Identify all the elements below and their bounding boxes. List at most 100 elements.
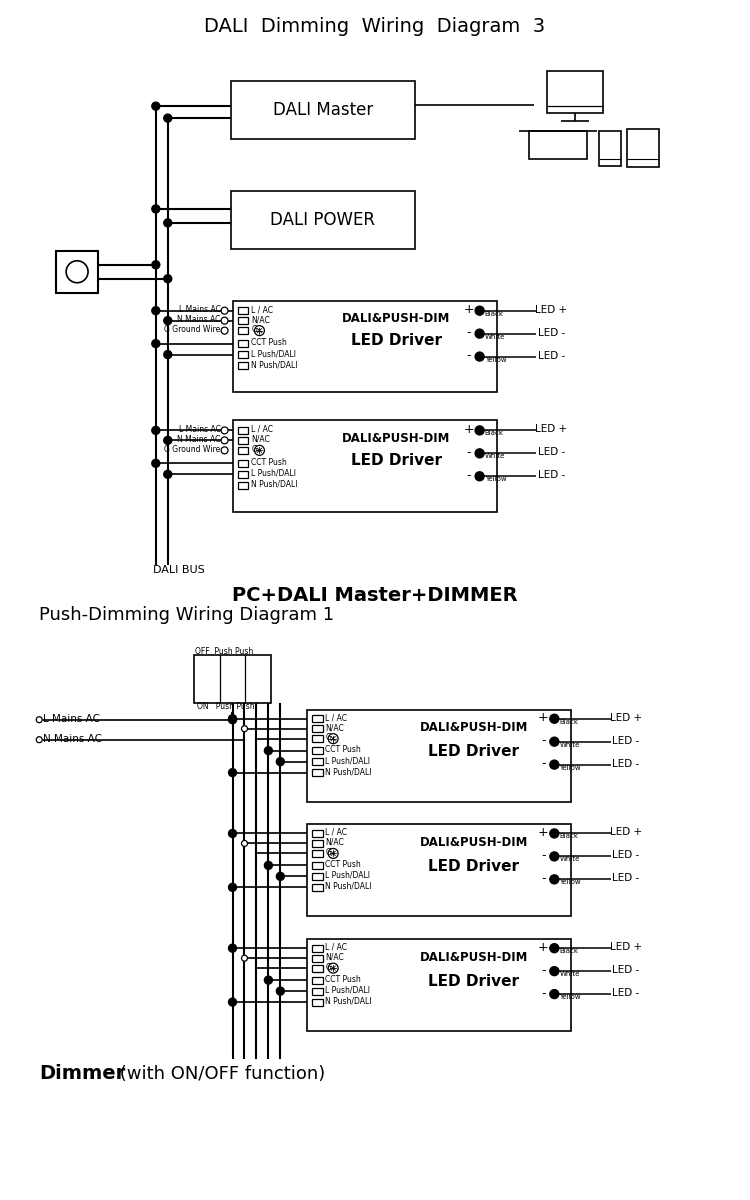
Bar [238,340,248,347]
Text: White: White [484,334,505,340]
Text: +: + [538,941,549,954]
Circle shape [276,757,284,766]
Bar [312,977,323,984]
Circle shape [265,746,272,755]
Bar [530,131,587,160]
Text: CCT Push: CCT Push [251,338,287,347]
Circle shape [276,872,284,881]
Text: L / AC: L / AC [251,305,274,314]
Bar [312,758,323,766]
Bar [232,301,496,392]
Text: -: - [466,446,471,458]
Circle shape [66,260,88,283]
Text: LED Driver: LED Driver [428,973,519,989]
Text: DALI&PUSH-DIM: DALI&PUSH-DIM [419,836,528,848]
Text: LED -: LED - [613,874,640,883]
Circle shape [164,350,172,359]
Text: N/AC: N/AC [326,724,344,732]
Circle shape [152,426,160,434]
Text: N Push/DALI: N Push/DALI [326,767,372,776]
Text: PC+DALI Master+DIMMER: PC+DALI Master+DIMMER [232,586,518,605]
Text: G: G [326,733,331,742]
Circle shape [221,437,228,444]
Text: -: - [466,326,471,340]
Text: White: White [560,857,580,863]
Circle shape [221,317,228,324]
Text: N Mains AC: N Mains AC [177,316,220,324]
Bar [312,850,323,857]
Text: -: - [541,757,545,770]
Text: LED Driver: LED Driver [351,452,442,468]
Text: LED -: LED - [538,470,565,480]
Text: L Push/DALI: L Push/DALI [251,349,296,358]
Text: OFF  Push Push: OFF Push Push [195,647,253,656]
Text: LED Driver: LED Driver [428,744,519,760]
Bar [230,82,415,139]
Text: -: - [466,349,471,362]
Text: -: - [541,734,545,748]
Bar [238,427,248,434]
Text: DALI&PUSH-DIM: DALI&PUSH-DIM [342,432,451,445]
Bar [599,131,621,166]
Text: L Push/DALI: L Push/DALI [326,985,370,995]
Circle shape [550,714,559,724]
Circle shape [328,733,338,744]
Circle shape [164,437,172,444]
Bar [194,655,272,703]
Text: LED +: LED + [610,828,642,838]
Text: N Push/DALI: N Push/DALI [326,882,372,890]
Circle shape [229,769,236,776]
Text: L / AC: L / AC [326,943,347,952]
Circle shape [550,990,559,998]
Circle shape [265,862,272,869]
Text: L / AC: L / AC [326,828,347,836]
Circle shape [328,964,338,973]
Circle shape [550,943,559,953]
Text: Push-Dimming Wiring Diagram 1: Push-Dimming Wiring Diagram 1 [39,606,334,624]
Circle shape [550,829,559,838]
Bar [312,725,323,732]
Circle shape [164,114,172,122]
Text: G: G [326,848,331,857]
Text: Black: Black [560,719,578,725]
Text: Dimmer: Dimmer [39,1064,125,1084]
Text: G: G [326,962,331,972]
Text: LED Driver: LED Driver [428,859,519,874]
Bar [238,481,248,488]
Bar [312,862,323,869]
Circle shape [476,329,484,338]
Text: Yellow: Yellow [560,994,581,1000]
Text: LED +: LED + [536,305,568,314]
Text: L Push/DALI: L Push/DALI [326,756,370,766]
Bar [312,965,323,972]
Circle shape [550,967,559,976]
Text: White: White [560,742,580,748]
Circle shape [164,218,172,227]
Circle shape [221,446,228,454]
Circle shape [164,317,172,325]
Circle shape [152,307,160,314]
Bar [312,715,323,722]
Circle shape [229,883,236,892]
Bar [238,317,248,324]
Text: N Mains AC: N Mains AC [44,733,102,744]
Text: +: + [464,422,474,436]
Text: L Mains AC: L Mains AC [178,425,220,434]
Bar [312,884,323,890]
Bar [238,328,248,334]
Circle shape [550,760,559,769]
Text: CCT Push: CCT Push [326,745,361,754]
Circle shape [36,716,42,722]
Bar [548,71,603,113]
Circle shape [254,445,265,455]
Text: LED +: LED + [610,713,642,722]
Circle shape [229,715,236,724]
Text: Black: Black [484,311,503,317]
Text: -: - [541,986,545,1000]
Circle shape [164,275,172,283]
Circle shape [229,998,236,1006]
Bar [230,191,415,248]
Text: LED Driver: LED Driver [351,334,442,348]
Bar [238,446,248,454]
Circle shape [254,325,265,336]
